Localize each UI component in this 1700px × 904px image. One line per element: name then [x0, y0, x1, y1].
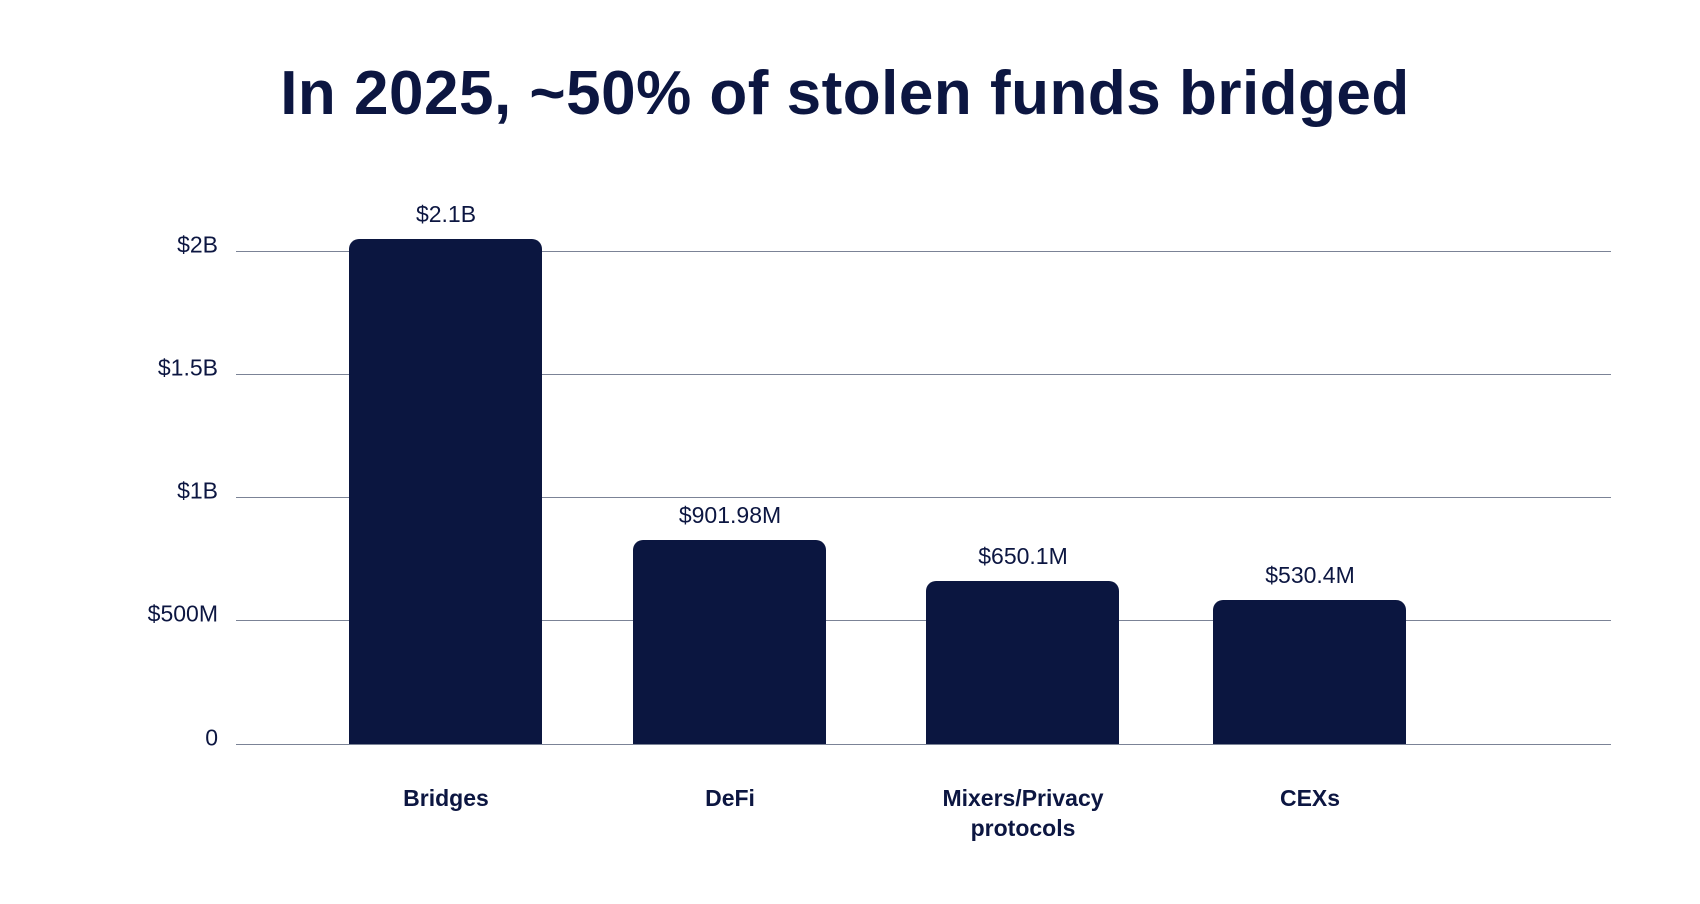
category-label-line: CEXs [1279, 785, 1341, 811]
category-label: Mixers/Privacy protocols [893, 783, 1153, 843]
gridline-2b [236, 251, 1611, 252]
bar-value-label: $901.98M [678, 502, 782, 528]
x-axis-baseline [236, 744, 1611, 745]
category-label-line: DeFi [705, 785, 755, 811]
bar-bridges[interactable] [349, 239, 542, 744]
gridline-1-5b [236, 374, 1611, 375]
category-label: Bridges [316, 783, 576, 813]
y-tick-label: $500M [147, 600, 218, 627]
bar-cexs[interactable] [1213, 600, 1406, 744]
chart-title: In 2025, ~50% of stolen funds bridged [280, 59, 1410, 128]
gridline-500m [236, 620, 1611, 621]
gridline-1b [236, 497, 1611, 498]
category-label: CEXs [1180, 783, 1440, 813]
category-label-line: Bridges [403, 785, 489, 811]
bar-mixers-privacy[interactable] [926, 581, 1119, 744]
y-tick-label: $1.5B [157, 354, 218, 381]
y-tick-label: $2B [177, 231, 218, 258]
category-label: DeFi [600, 783, 860, 813]
y-tick-label: 0 [205, 724, 218, 751]
category-label-line: protocols [970, 815, 1076, 841]
bar-value-label: $530.4M [1265, 562, 1355, 588]
y-tick-label: $1B [177, 477, 218, 504]
category-label-line: Mixers/Privacy [942, 785, 1104, 811]
bar-value-label: $2.1B [415, 201, 477, 227]
bar-defi[interactable] [633, 540, 826, 744]
bar-value-label: $650.1M [978, 543, 1068, 569]
